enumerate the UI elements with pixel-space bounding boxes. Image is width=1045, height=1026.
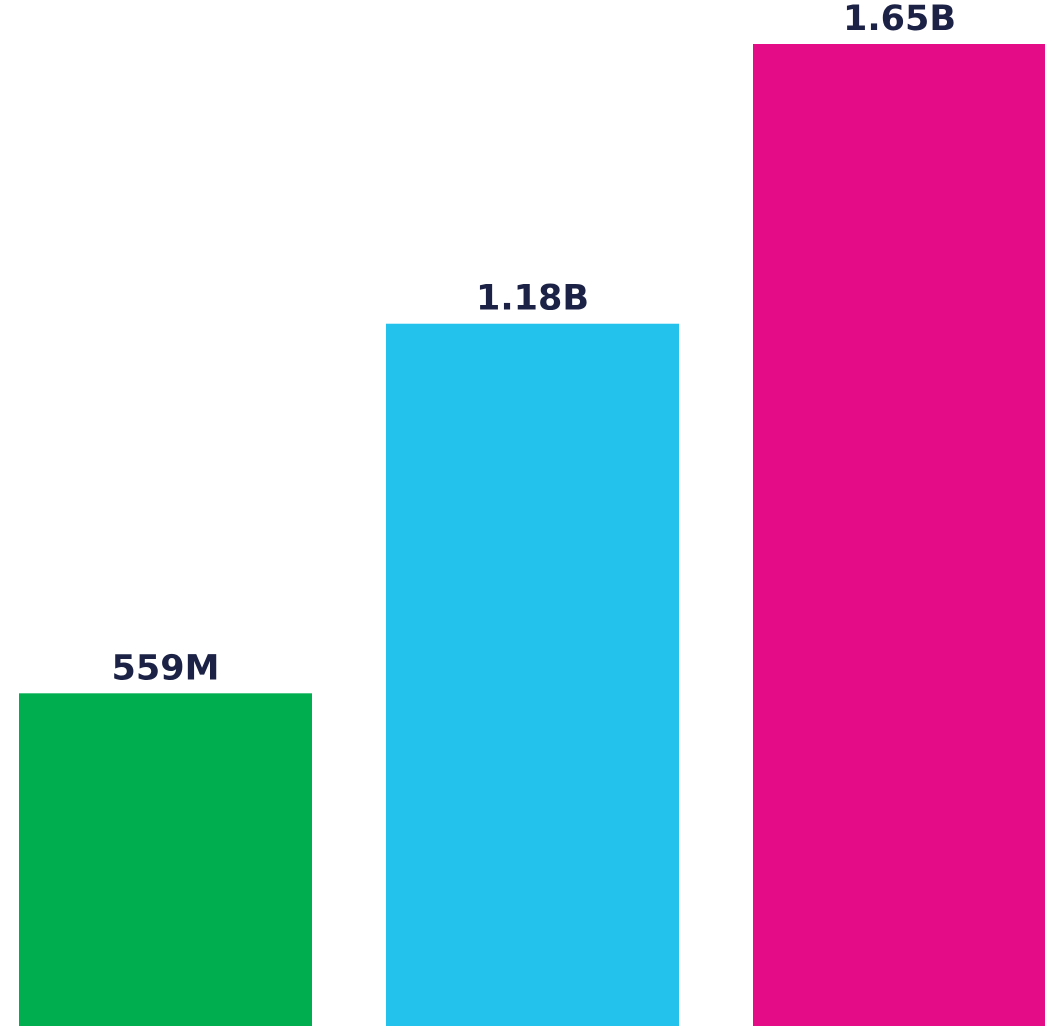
bar-2 <box>386 323 679 1026</box>
bar-3 <box>753 44 1045 1026</box>
bar-1 <box>19 693 312 1026</box>
bars-group <box>19 44 1045 1026</box>
data-label-2: 1.18B <box>476 279 589 319</box>
data-labels-group: 559M 1.18B 1.65B <box>112 0 956 688</box>
data-label-1: 559M <box>112 648 220 688</box>
data-label-3: 1.65B <box>843 0 956 39</box>
